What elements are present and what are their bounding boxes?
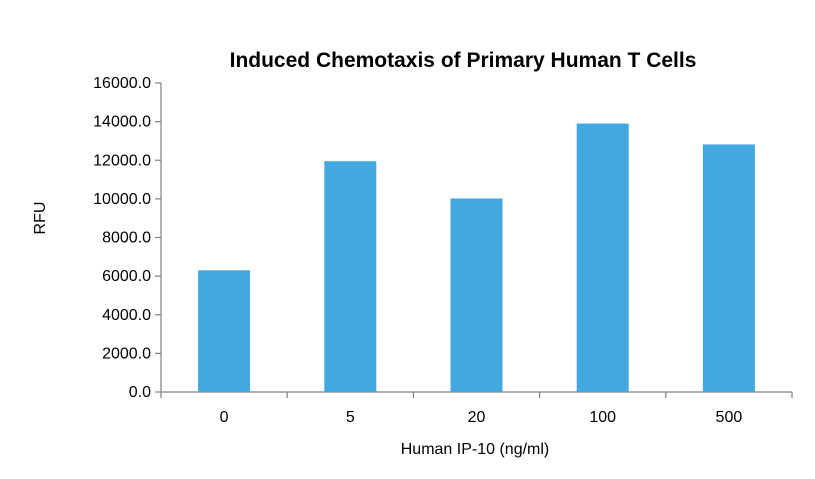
y-tick-label: 10000.0 xyxy=(93,191,151,208)
chart-title: Induced Chemotaxis of Primary Human T Ce… xyxy=(230,49,697,72)
y-tick-label: 14000.0 xyxy=(93,114,151,131)
y-tick-label: 0.0 xyxy=(129,384,151,401)
y-tick-label: 4000.0 xyxy=(102,307,151,324)
y-tick-label: 16000.0 xyxy=(93,75,151,92)
x-axis-title: Human IP-10 (ng/ml) xyxy=(401,441,550,458)
y-tick-label: 12000.0 xyxy=(93,152,151,169)
y-axis-title: RFU xyxy=(32,202,49,235)
x-tick-label: 0 xyxy=(220,409,229,426)
bar-5 xyxy=(324,161,377,392)
bar-20 xyxy=(450,198,503,392)
bar-100 xyxy=(576,123,629,393)
y-tick-label: 6000.0 xyxy=(102,268,151,285)
y-tick-label: 8000.0 xyxy=(102,230,151,247)
bar-0 xyxy=(198,270,251,392)
bar-500 xyxy=(702,144,755,392)
x-tick-label: 500 xyxy=(716,409,743,426)
x-tick-label: 5 xyxy=(346,409,355,426)
y-tick-label: 2000.0 xyxy=(102,345,151,362)
plot-area: 0.0 2000.0 4000.0 6000.0 8000.0 10000.0 12000.… xyxy=(93,75,793,426)
x-tick-label: 20 xyxy=(468,409,486,426)
x-tick-label: 100 xyxy=(589,409,616,426)
